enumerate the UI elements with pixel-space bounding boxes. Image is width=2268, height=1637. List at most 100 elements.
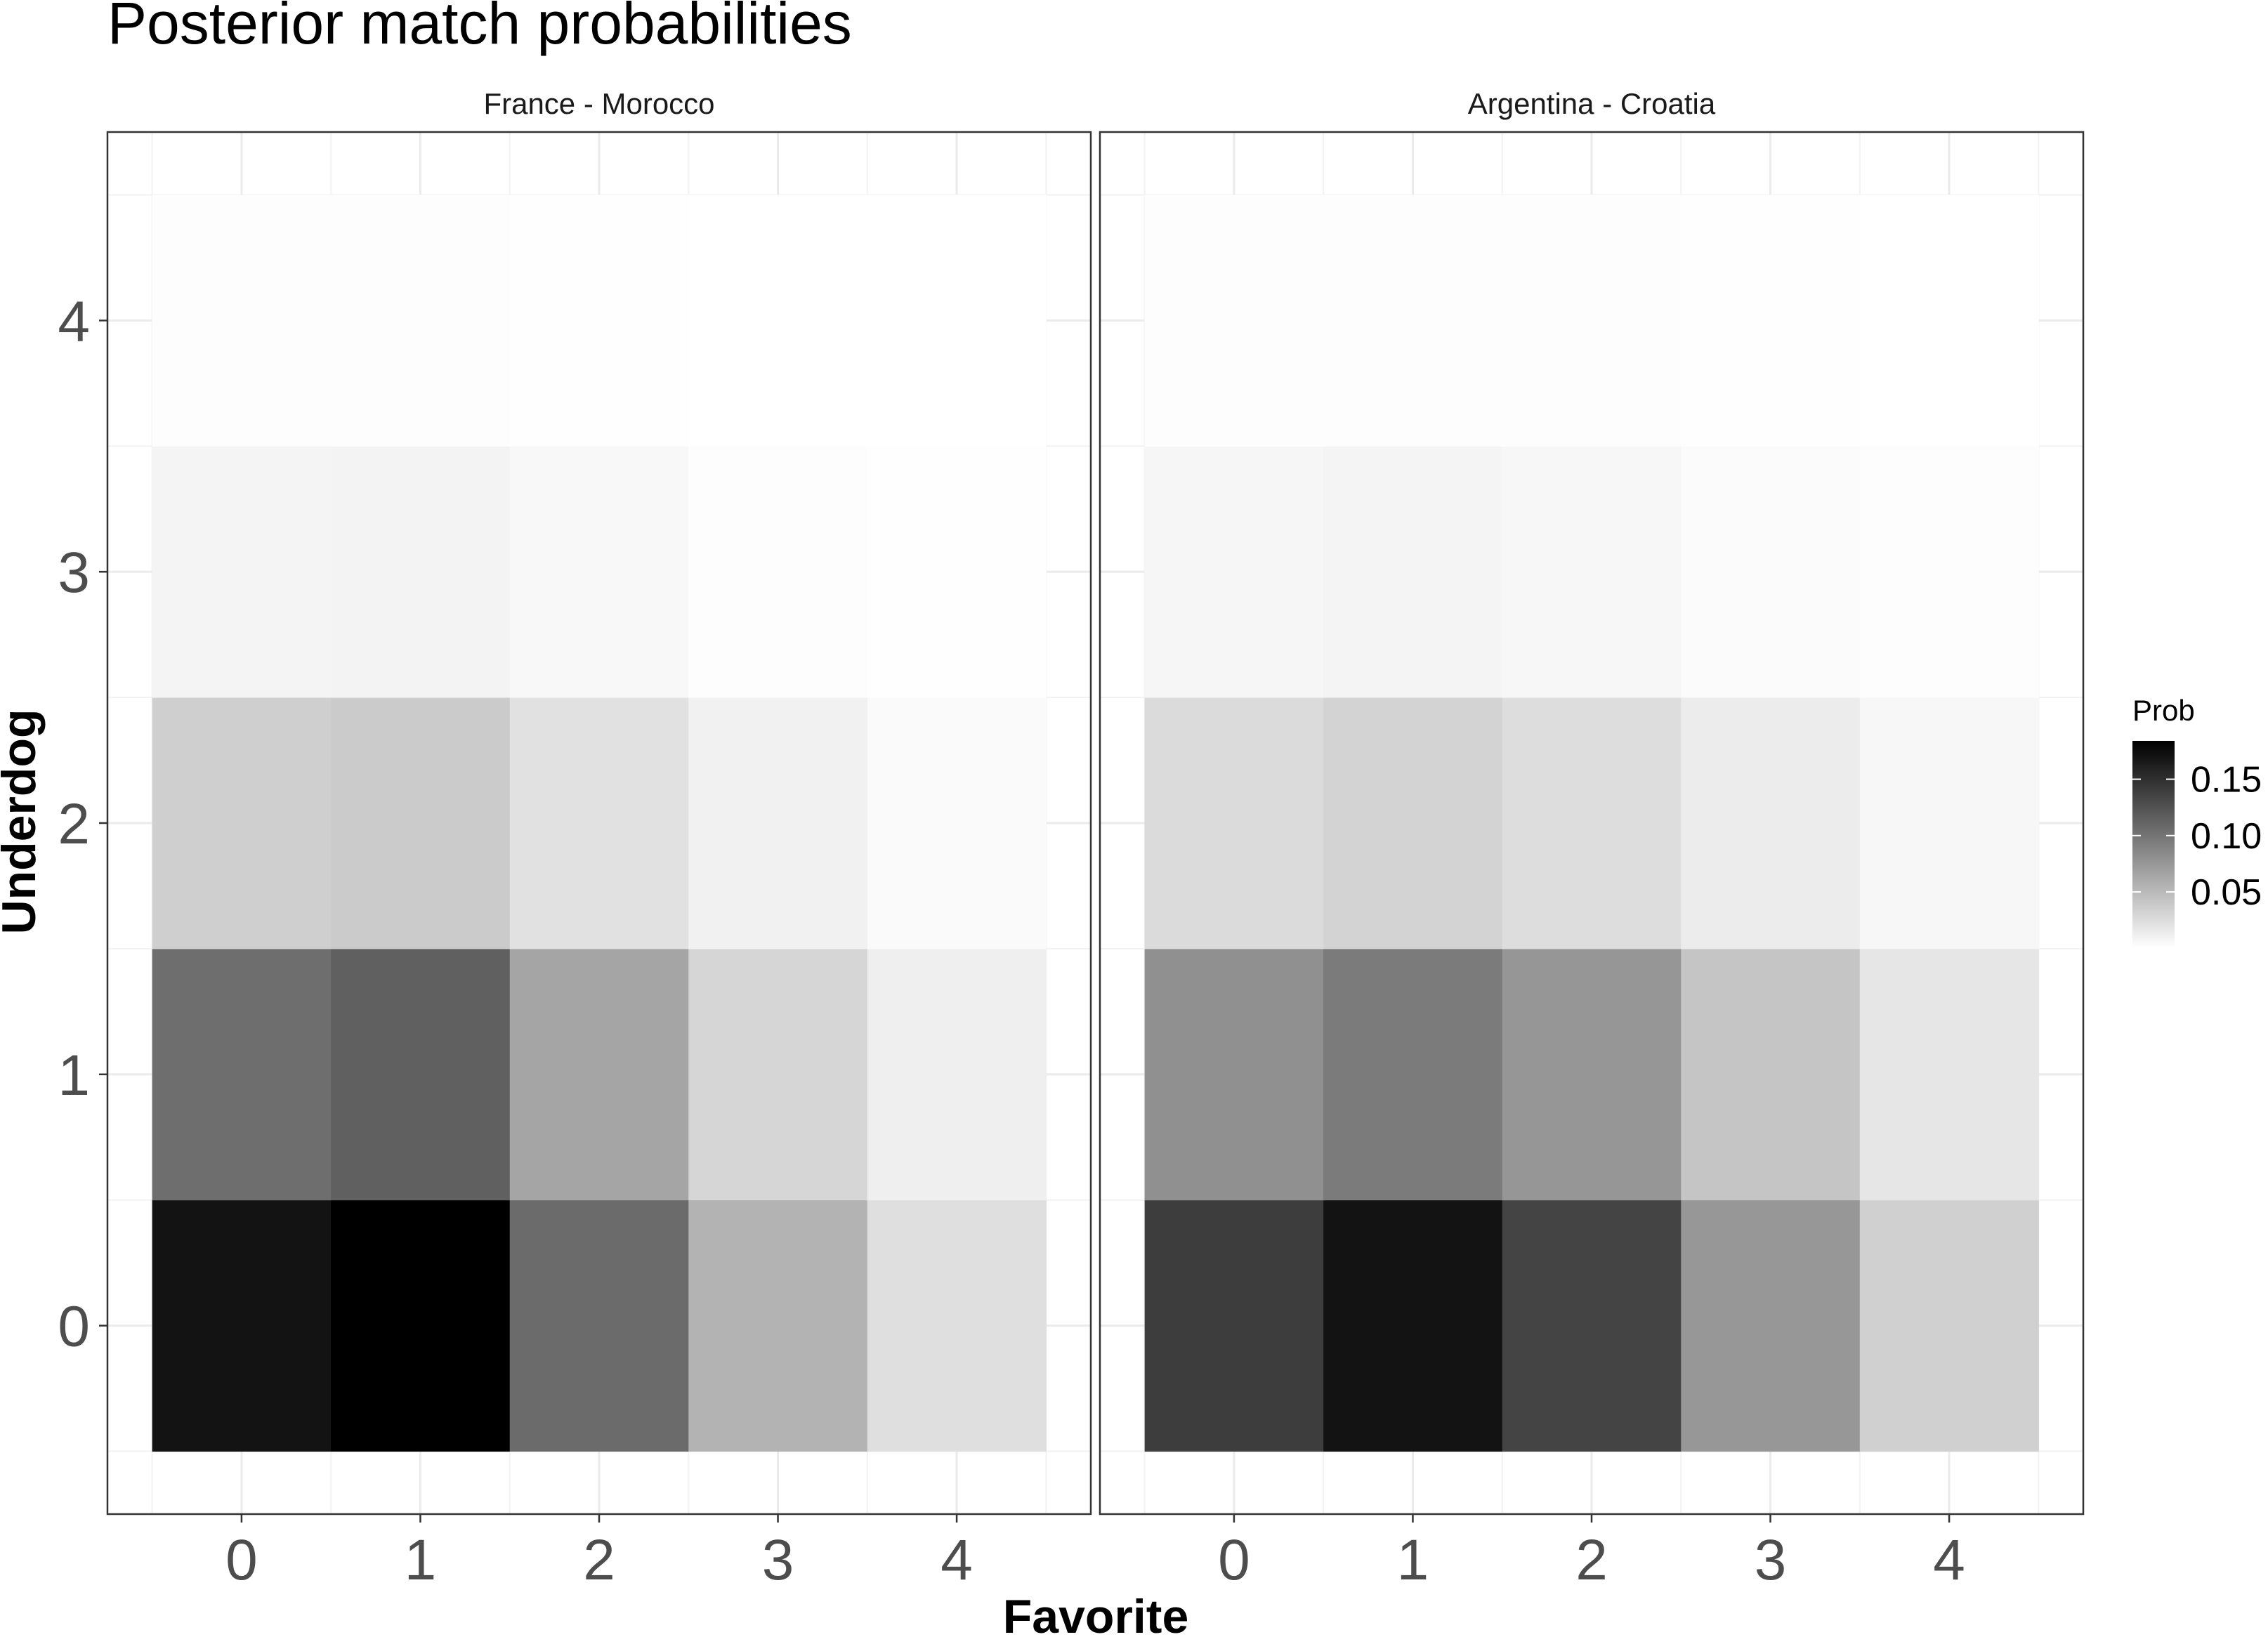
heatmap-cell bbox=[1323, 446, 1503, 698]
heatmap-cell bbox=[509, 948, 689, 1201]
legend: Prob 0.05 0.10 0.15 bbox=[2132, 694, 2262, 948]
heatmap-cell bbox=[1859, 446, 2039, 698]
heatmap-cell bbox=[1323, 697, 1503, 949]
legend-tick: 0.05 bbox=[2132, 872, 2262, 913]
x-tick: 1 bbox=[1397, 1514, 1429, 1592]
y-tick-label: 3 bbox=[58, 541, 90, 605]
heatmap-cell bbox=[688, 1199, 868, 1452]
heatmap-cell bbox=[1144, 948, 1324, 1201]
panel-argentina-croatia: Argentina - Croatia bbox=[1099, 87, 2085, 1516]
heatmap-cell bbox=[1681, 195, 1861, 447]
heatmap-cell bbox=[509, 446, 689, 698]
heatmap-cell bbox=[331, 446, 511, 698]
heatmap-cell bbox=[152, 1199, 332, 1452]
legend-tick: 0.15 bbox=[2132, 760, 2262, 801]
legend-colorbar bbox=[2132, 741, 2175, 948]
x-tick-label: 1 bbox=[1397, 1528, 1429, 1592]
heatmap-cell bbox=[1859, 948, 2039, 1201]
heatmap-cell bbox=[1323, 1199, 1503, 1452]
heatmap-cell bbox=[1681, 446, 1861, 698]
heatmap-cell bbox=[1323, 195, 1503, 447]
heatmap-cell bbox=[1859, 697, 2039, 949]
heatmap-cell bbox=[1681, 697, 1861, 949]
y-tick: 0 bbox=[58, 1295, 107, 1359]
x-tick: 3 bbox=[1755, 1514, 1787, 1592]
heatmap-cell bbox=[1681, 1199, 1861, 1452]
heatmap-cell bbox=[1144, 1199, 1324, 1452]
panel-france-morocco: France - Morocco bbox=[106, 87, 1092, 1516]
heatmap-cell bbox=[1502, 697, 1682, 949]
panel-strip-label: France - Morocco bbox=[483, 87, 714, 120]
heatmap-cell bbox=[331, 697, 511, 949]
x-tick: 3 bbox=[762, 1514, 794, 1592]
x-axis-panel-1: 0 1 2 3 4 bbox=[225, 1514, 973, 1592]
heatmap-cell bbox=[1859, 1199, 2039, 1452]
x-tick-label: 1 bbox=[405, 1528, 437, 1592]
heatmap-cell bbox=[331, 195, 511, 447]
x-tick: 4 bbox=[1933, 1514, 1965, 1592]
y-axis: 0 1 2 3 4 bbox=[58, 289, 107, 1359]
heatmap-cell bbox=[1323, 948, 1503, 1201]
x-tick: 2 bbox=[1575, 1514, 1608, 1592]
y-tick: 1 bbox=[58, 1044, 107, 1107]
x-tick-label: 4 bbox=[940, 1528, 973, 1592]
y-tick-label: 4 bbox=[58, 289, 90, 353]
heatmap-cell bbox=[1144, 446, 1324, 698]
heatmap-cell bbox=[509, 1199, 689, 1452]
x-tick-label: 0 bbox=[1218, 1528, 1250, 1592]
y-tick-label: 0 bbox=[58, 1295, 90, 1359]
x-tick: 2 bbox=[583, 1514, 615, 1592]
x-tick: 4 bbox=[940, 1514, 973, 1592]
legend-tick: 0.10 bbox=[2132, 816, 2262, 857]
heatmap-cell bbox=[1859, 195, 2039, 447]
heatmap-cell bbox=[867, 697, 1047, 949]
heatmap-cell bbox=[867, 1199, 1047, 1452]
x-tick-label: 3 bbox=[762, 1528, 794, 1592]
x-tick-label: 4 bbox=[1933, 1528, 1965, 1592]
heatmap-cell bbox=[331, 948, 511, 1201]
heatmap-cell bbox=[1144, 195, 1324, 447]
y-tick: 2 bbox=[58, 792, 107, 856]
heatmap-cell bbox=[152, 195, 332, 447]
heatmap-cell bbox=[1144, 697, 1324, 949]
y-tick-label: 2 bbox=[58, 792, 90, 856]
heatmap-cell bbox=[152, 446, 332, 698]
heatmap-cell bbox=[331, 1199, 511, 1452]
heatmap-cell bbox=[152, 697, 332, 949]
x-tick-label: 2 bbox=[583, 1528, 615, 1592]
heatmap-cell bbox=[1502, 1199, 1682, 1452]
y-tick-label: 1 bbox=[58, 1044, 90, 1107]
heatmap-cell bbox=[509, 697, 689, 949]
heatmap-cell bbox=[688, 697, 868, 949]
heatmap-cell bbox=[1502, 948, 1682, 1201]
y-tick: 3 bbox=[58, 541, 107, 605]
legend-label: 0.15 bbox=[2191, 760, 2262, 801]
x-tick-label: 2 bbox=[1575, 1528, 1608, 1592]
heatmap-cell bbox=[688, 948, 868, 1201]
heatmap-cell bbox=[688, 195, 868, 447]
legend-title: Prob bbox=[2132, 694, 2195, 727]
x-axis-title: Favorite bbox=[1003, 1590, 1189, 1637]
heatmap-cell bbox=[867, 948, 1047, 1201]
y-axis-title: Underdog bbox=[0, 709, 46, 934]
heatmap-cell bbox=[152, 948, 332, 1201]
x-tick-label: 0 bbox=[225, 1528, 258, 1592]
heatmap-cell bbox=[867, 195, 1047, 447]
y-tick: 4 bbox=[58, 289, 107, 353]
x-tick-label: 3 bbox=[1755, 1528, 1787, 1592]
heatmap-cell bbox=[688, 446, 868, 698]
legend-label: 0.05 bbox=[2191, 872, 2262, 913]
x-axis-panel-2: 0 1 2 3 4 bbox=[1218, 1514, 1965, 1592]
panel-cells bbox=[1144, 195, 2039, 1452]
panel-cells bbox=[152, 195, 1047, 1452]
heatmap-cell bbox=[867, 446, 1047, 698]
heatmap-cell bbox=[1502, 195, 1682, 447]
chart-title: Posterior match probabilities bbox=[107, 0, 852, 56]
heatmap-cell bbox=[1502, 446, 1682, 698]
x-tick: 1 bbox=[405, 1514, 437, 1592]
legend-label: 0.10 bbox=[2191, 816, 2262, 857]
panel-strip-label: Argentina - Croatia bbox=[1468, 87, 1716, 120]
x-tick: 0 bbox=[1218, 1514, 1250, 1592]
heatmap-cell bbox=[509, 195, 689, 447]
